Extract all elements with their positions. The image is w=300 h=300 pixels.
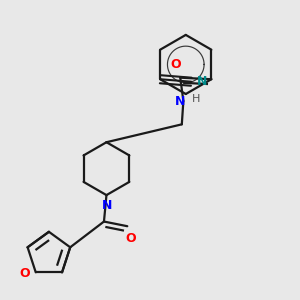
Text: O: O <box>170 58 181 71</box>
Text: N: N <box>197 75 207 88</box>
Text: N: N <box>174 94 185 107</box>
Text: N: N <box>102 199 112 212</box>
Text: H: H <box>192 94 200 103</box>
Text: O: O <box>20 267 30 280</box>
Text: O: O <box>125 232 136 245</box>
